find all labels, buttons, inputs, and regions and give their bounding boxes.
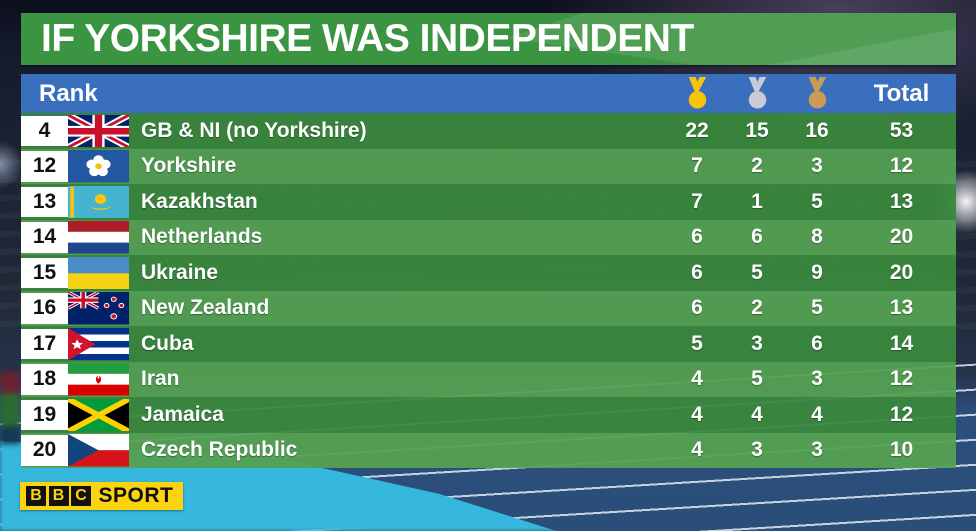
flag-jamaica-icon — [68, 398, 129, 431]
table-row: 4 GB & NI (no Yorkshire) 22 15 16 53 — [21, 113, 956, 149]
total-count: 13 — [889, 296, 914, 320]
rank-value: 16 — [21, 293, 68, 324]
silver-count: 5 — [751, 367, 763, 391]
country-name: Ukraine — [141, 260, 219, 284]
table-row: 15 Ukraine 6 5 9 20 — [21, 255, 956, 291]
gold-count: 22 — [685, 118, 709, 142]
silver-count: 15 — [745, 118, 769, 142]
silver-count: 4 — [751, 402, 763, 426]
blurred-athlete — [0, 372, 20, 444]
bronze-count: 4 — [811, 402, 823, 426]
bbc-sport-logo: B B C SPORT — [20, 482, 184, 510]
page-title: IF YORKSHIRE WAS INDEPENDENT — [41, 17, 694, 60]
table-row: 14 Netherlands 6 6 8 20 — [21, 219, 956, 255]
rank-value: 12 — [21, 151, 68, 182]
silver-medal-icon — [745, 77, 770, 110]
flag-ukraine-icon — [68, 256, 129, 289]
bronze-count: 6 — [811, 331, 823, 355]
gold-count: 6 — [691, 225, 703, 249]
total-count: 12 — [889, 367, 914, 391]
bronze-count: 8 — [811, 225, 823, 249]
bronze-count: 5 — [811, 189, 823, 213]
gold-count: 7 — [691, 189, 703, 213]
rank-value: 15 — [21, 257, 68, 288]
country-name: GB & NI (no Yorkshire) — [141, 118, 367, 142]
rank-value: 14 — [21, 222, 68, 253]
bbc-logo-word: SPORT — [98, 484, 174, 507]
table-row: 17 Cuba 5 3 6 14 — [21, 326, 956, 362]
gold-medal-icon — [685, 77, 710, 110]
country-name: New Zealand — [141, 296, 270, 320]
flag-gb-ni-icon — [68, 114, 129, 147]
total-count: 13 — [889, 189, 914, 213]
rank-value: 20 — [21, 435, 68, 466]
bbc-logo-block: B — [48, 486, 69, 506]
silver-count: 2 — [751, 296, 763, 320]
gold-count: 5 — [691, 331, 703, 355]
total-count: 14 — [889, 331, 914, 355]
total-column-header: Total — [873, 79, 930, 107]
flag-cuba-icon — [68, 327, 129, 360]
country-name: Jamaica — [141, 402, 224, 426]
silver-count: 3 — [751, 438, 763, 462]
country-name: Yorkshire — [141, 154, 237, 178]
title-bar: IF YORKSHIRE WAS INDEPENDENT — [21, 13, 956, 65]
table-row: 20 Czech Republic 4 3 3 10 — [21, 432, 956, 468]
flag-kazakhstan-icon — [68, 185, 129, 218]
table-header: Rank Total — [21, 74, 956, 113]
bronze-count: 9 — [811, 260, 823, 284]
bbc-logo-block: B — [26, 486, 46, 506]
rank-value: 13 — [21, 186, 68, 217]
flag-new-zealand-icon — [68, 292, 129, 325]
bronze-count: 16 — [805, 118, 829, 142]
rank-column-header: Rank — [39, 79, 98, 107]
total-count: 10 — [889, 438, 914, 462]
bronze-count: 3 — [811, 154, 823, 178]
flag-iran-icon — [68, 363, 129, 396]
bronze-count: 3 — [811, 438, 823, 462]
rank-value: 17 — [21, 328, 68, 359]
country-name: Czech Republic — [141, 438, 298, 462]
rank-value: 4 — [21, 115, 68, 146]
table-row: 13 Kazakhstan 7 1 5 13 — [21, 184, 956, 220]
bronze-medal-icon — [805, 77, 830, 110]
flag-netherlands-icon — [68, 221, 129, 254]
table-row: 19 Jamaica 4 4 4 12 — [21, 397, 956, 433]
total-count: 12 — [889, 154, 914, 178]
rank-value: 18 — [21, 364, 68, 395]
table-row: 18 Iran 4 5 3 12 — [21, 361, 956, 397]
bronze-count: 3 — [811, 367, 823, 391]
gold-count: 4 — [691, 438, 703, 462]
country-name: Netherlands — [141, 225, 263, 249]
silver-count: 3 — [751, 331, 763, 355]
country-name: Cuba — [141, 331, 194, 355]
rank-value: 19 — [21, 399, 68, 430]
gold-count: 4 — [691, 402, 703, 426]
gold-count: 7 — [691, 154, 703, 178]
table-row: 16 New Zealand 6 2 5 13 — [21, 290, 956, 326]
gold-count: 6 — [691, 296, 703, 320]
silver-count: 2 — [751, 154, 763, 178]
medal-table-rows: 4 GB & NI (no Yorkshire) 22 15 16 53 12 … — [21, 113, 956, 468]
total-count: 53 — [889, 118, 914, 142]
total-count: 20 — [889, 260, 914, 284]
country-name: Kazakhstan — [141, 189, 258, 213]
table-row: 12 Yorkshire 7 2 3 12 — [21, 148, 956, 184]
bbc-logo-block: C — [71, 486, 91, 506]
silver-count: 6 — [751, 225, 763, 249]
silver-count: 1 — [751, 189, 763, 213]
flag-czech-republic-icon — [68, 434, 129, 467]
total-count: 20 — [889, 225, 914, 249]
gold-count: 6 — [691, 260, 703, 284]
bronze-count: 5 — [811, 296, 823, 320]
country-name: Iran — [141, 367, 180, 391]
flag-yorkshire-icon — [68, 150, 129, 183]
silver-count: 5 — [751, 260, 763, 284]
total-count: 12 — [889, 402, 914, 426]
gold-count: 4 — [691, 367, 703, 391]
